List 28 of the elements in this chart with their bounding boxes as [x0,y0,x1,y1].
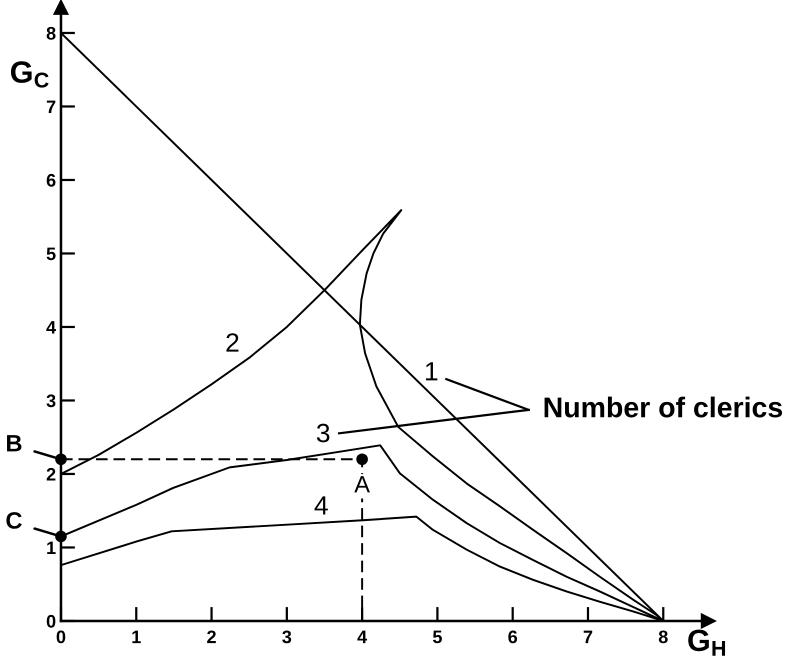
x-tick-label: 6 [508,630,518,644]
series-label: 1 [426,362,438,380]
x-tick-label: 3 [282,630,292,644]
x-tick-label: 8 [658,630,668,644]
x-tick-label: 1 [132,630,141,644]
y-axis-title: G$_{C}$ [10,61,49,88]
data-label: A [354,476,370,492]
x-tick-label: 2 [207,630,216,644]
y-tick-label: 7 [46,100,56,114]
y-tick-label: 8 [46,26,56,40]
x-axis-title: G$_{H}$ [688,630,726,656]
y-tick-label: 4 [46,321,56,334]
series-label: 4 [314,496,328,515]
y-tick-label: 2 [46,468,56,481]
y-tick-label: 6 [46,174,56,187]
data-label: C [6,512,22,529]
y-tick-label: 0 [46,614,56,628]
series-label: 3 [316,424,330,442]
x-tick-label: 5 [432,630,442,644]
series-label: 2 [226,333,238,352]
y-tick-label: 5 [46,248,56,260]
x-tick-label: 0 [56,630,66,644]
y-tick-label: 1 [47,542,56,554]
y-tick-label: 3 [46,394,56,408]
x-tick-label: 7 [584,630,592,644]
x-tick-label: 4 [357,630,368,644]
annotation: Number of clerics [544,396,782,418]
data-label: B [7,435,22,452]
